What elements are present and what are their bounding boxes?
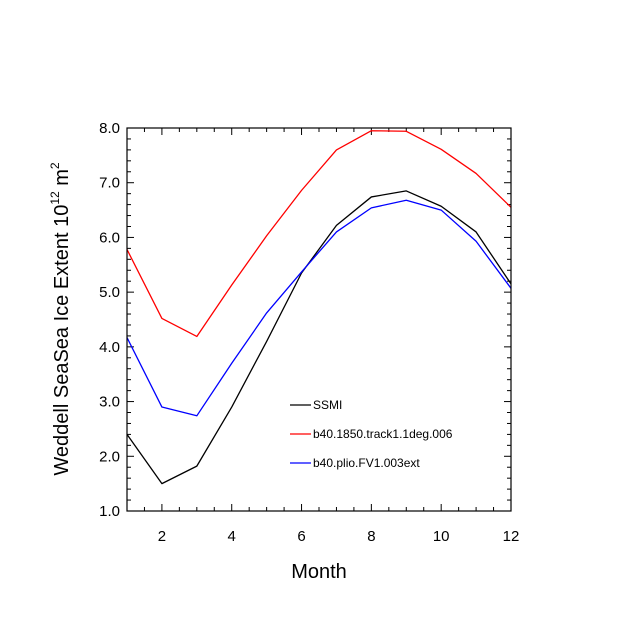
- series-line-2: [126, 130, 512, 338]
- x-tick-labels: 2 4 6 8 10 12: [158, 528, 520, 545]
- series-line-3: [126, 199, 512, 417]
- y-tick-labels: 1.0 2.0 3.0 4.0 5.0 6.0 7.0 8.0: [99, 120, 120, 520]
- y-tick-label: 4.0: [99, 339, 120, 356]
- y-tick-label: 6.0: [99, 229, 120, 246]
- plot-frame: [126, 127, 512, 512]
- legend-label: b40.1850.track1.1deg.006: [313, 427, 453, 441]
- x-tick-label: 8: [367, 528, 375, 545]
- series-line-1: [126, 190, 512, 485]
- y-tick-label: 5.0: [99, 284, 120, 301]
- x-tick-label: 2: [158, 528, 166, 545]
- y-axis-title-main: Weddell SeaSea Ice Extent 10: [51, 205, 73, 476]
- x-axis-title: Month: [291, 561, 347, 583]
- x-tick-label: 4: [228, 528, 236, 545]
- legend: SSMI b40.1850.track1.1deg.006 b40.plio.FV1…: [290, 398, 453, 470]
- y-axis-title-exponent: 12: [48, 191, 62, 205]
- y-axis-title-unit-exponent: 2: [48, 162, 62, 169]
- y-tick-label: 7.0: [99, 175, 120, 192]
- series-lines: [126, 130, 512, 485]
- legend-label: SSMI: [313, 398, 342, 412]
- y-axis-title-unit: m: [51, 169, 73, 191]
- y-tick-label: 3.0: [99, 394, 120, 411]
- y-tick-label: 1.0: [99, 503, 120, 520]
- y-axis-title: Weddell SeaSea Ice Extent 1012 m2: [48, 162, 73, 476]
- y-tick-label: 2.0: [99, 448, 120, 465]
- legend-label: b40.plio.FV1.003ext: [313, 456, 420, 470]
- y-tick-label: 8.0: [99, 120, 120, 137]
- x-tick-label: 12: [503, 528, 520, 545]
- x-tick-label: 6: [297, 528, 305, 545]
- axis-ticks: [126, 127, 512, 512]
- x-tick-label: 10: [433, 528, 450, 545]
